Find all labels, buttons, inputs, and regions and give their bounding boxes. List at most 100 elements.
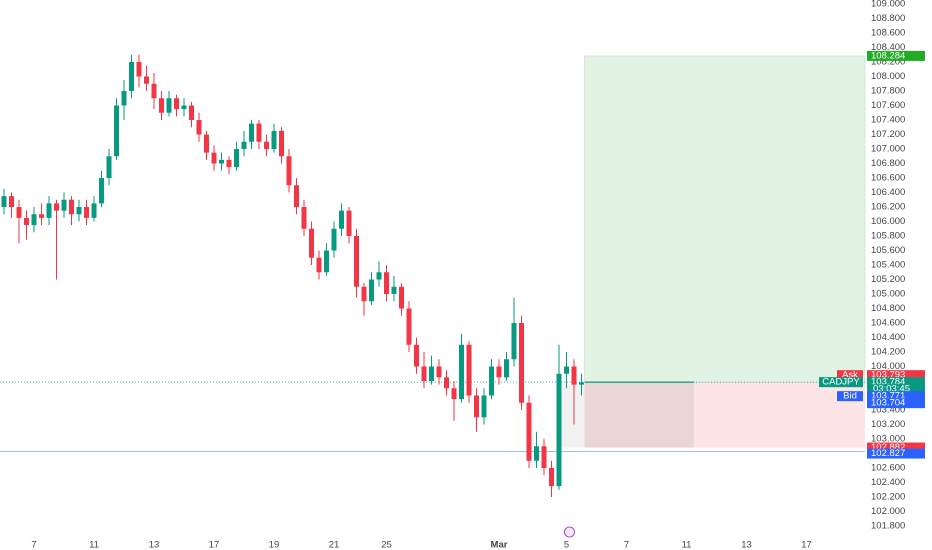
y-tick-label: 103.200	[871, 419, 905, 430]
candle-body	[376, 272, 382, 280]
y-tick-label: 104.600	[871, 318, 905, 329]
y-tick-label: 104.000	[871, 361, 905, 372]
x-tick-label: 19	[269, 540, 280, 550]
candle-body	[159, 98, 164, 113]
y-tick-label: 107.000	[871, 144, 905, 155]
candle-body	[256, 123, 262, 142]
candle-body	[354, 236, 359, 287]
y-tick-label: 101.800	[871, 521, 905, 532]
candle-body	[129, 62, 134, 91]
candle-body	[436, 366, 442, 378]
candle-body	[271, 130, 277, 149]
x-tick-label: Mar	[491, 540, 508, 550]
y-tick-label: 106.400	[871, 187, 905, 198]
candle-body	[391, 286, 397, 294]
prior-zone	[559, 384, 585, 448]
candle-body	[466, 344, 472, 396]
candle-body	[174, 98, 179, 110]
alert-value: 102.827	[871, 448, 905, 459]
candle-body	[511, 323, 517, 360]
price-tag	[867, 391, 925, 402]
y-tick-label: 103.400	[871, 405, 905, 416]
x-tick-label: 17	[209, 540, 220, 550]
candle-body	[166, 98, 172, 113]
x-tick-label: 13	[149, 540, 160, 550]
candle-body	[369, 279, 374, 302]
symbol-tag	[819, 377, 863, 388]
candle-body	[39, 214, 44, 218]
y-tick-label: 105.000	[871, 289, 905, 300]
target-zone	[584, 55, 866, 383]
candle-body	[421, 366, 427, 381]
x-tick-label: 13	[741, 540, 752, 550]
candle-body	[534, 446, 539, 461]
target-value: 108.284	[871, 50, 905, 61]
y-tick-label: 108.200	[871, 57, 905, 68]
candle-body	[459, 344, 464, 400]
y-tick-label: 106.800	[871, 158, 905, 169]
candle-body	[54, 203, 59, 211]
candle-body	[406, 308, 412, 345]
symbol-label: Ask	[842, 370, 858, 381]
candle-body	[444, 377, 449, 389]
candle-body	[69, 199, 74, 215]
y-tick-label: 102.200	[871, 492, 905, 503]
candle-body	[61, 199, 67, 211]
y-tick-label: 106.600	[871, 173, 905, 184]
x-tick-label: 11	[682, 540, 692, 550]
candle-body	[121, 91, 127, 106]
candle-body	[241, 141, 247, 149]
candle-body	[196, 120, 202, 135]
y-tick-label: 107.600	[871, 100, 905, 111]
y-tick-label: 104.200	[871, 347, 905, 358]
candle-body	[399, 286, 404, 309]
y-tick-label: 107.800	[871, 86, 905, 97]
candle-body	[526, 402, 532, 461]
candle-body	[579, 382, 584, 385]
price-tag	[867, 377, 925, 388]
y-tick-label: 104.400	[871, 332, 905, 343]
symbol-tag	[837, 391, 863, 402]
symbol-label: Bid	[843, 391, 857, 402]
y-tick-label: 108.400	[871, 42, 905, 53]
y-tick-label: 109.000	[871, 0, 905, 10]
price-value: 103.793	[871, 370, 905, 381]
candle-body	[91, 203, 97, 218]
candle-body	[279, 130, 284, 157]
candle-body	[9, 196, 14, 207]
candle-body	[106, 156, 112, 178]
candle-body	[136, 62, 142, 77]
x-tick-label: 17	[801, 540, 812, 550]
target-tag	[867, 50, 925, 61]
x-tick-label: 7	[624, 540, 629, 550]
candle-body	[384, 272, 389, 294]
stop-value: 102.882	[871, 442, 905, 453]
price-value: 103.771	[871, 391, 905, 402]
candle-body	[564, 366, 569, 374]
price-tag	[867, 370, 925, 381]
price-value: 103.784	[871, 377, 905, 388]
y-tick-label: 107.200	[871, 129, 905, 140]
x-tick-label: 25	[381, 540, 392, 550]
candle-body	[226, 159, 232, 168]
candle-body	[339, 210, 344, 229]
candle-body	[31, 214, 37, 226]
candle-body	[46, 203, 52, 218]
candle-body	[181, 105, 187, 110]
candle-body	[309, 228, 314, 258]
stop-tag	[867, 442, 925, 453]
y-tick-label: 102.000	[871, 506, 905, 517]
candle-body	[84, 207, 89, 218]
price-value: 103.704	[871, 398, 905, 409]
price-tag	[867, 398, 925, 409]
candle-body	[24, 217, 29, 226]
range-zone	[584, 382, 694, 448]
candle-body	[294, 185, 299, 207]
candle-body	[16, 207, 22, 218]
y-tick-label: 108.600	[871, 28, 905, 39]
candle-body	[219, 159, 224, 164]
y-tick-label: 108.000	[871, 71, 905, 82]
y-tick-label: 105.800	[871, 231, 905, 242]
candle-body	[346, 210, 352, 236]
